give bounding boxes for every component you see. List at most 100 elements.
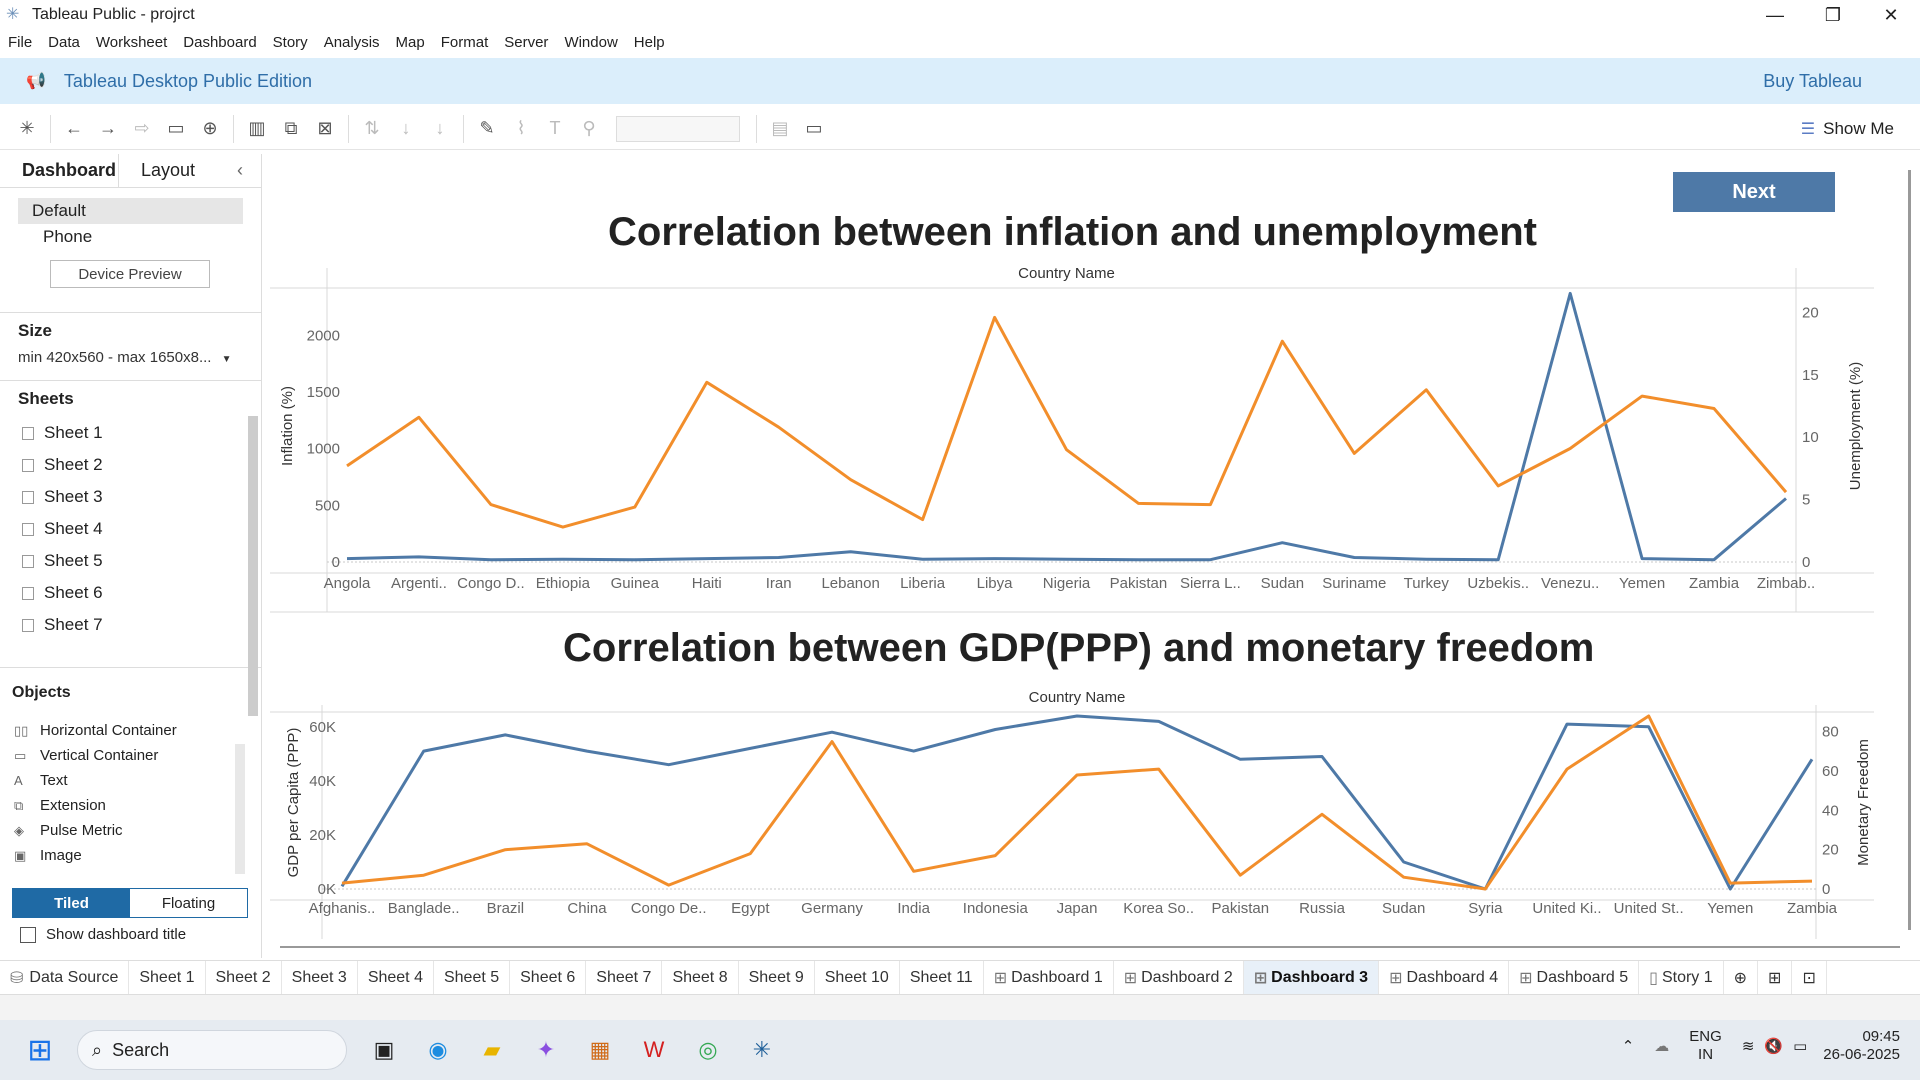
- sheet-item[interactable]: Sheet 7: [0, 609, 261, 641]
- tab-dashboard-5[interactable]: ⊞ Dashboard 5: [1509, 960, 1640, 995]
- device-phone[interactable]: Phone: [43, 227, 93, 246]
- close-button[interactable]: ✕: [1883, 4, 1899, 25]
- new-story-tab-icon[interactable]: ⊡: [1792, 960, 1827, 995]
- new-dashboard-tab-icon[interactable]: ⊞: [1758, 960, 1793, 995]
- tab-sheet-3[interactable]: Sheet 3: [282, 960, 358, 995]
- sheet-item[interactable]: Sheet 2: [0, 449, 261, 481]
- sort-descending-icon[interactable]: ↓: [435, 118, 445, 138]
- tab-sheet-4[interactable]: Sheet 4: [358, 960, 434, 995]
- object-extension[interactable]: ⧉ Extension: [0, 793, 261, 818]
- objects-scrollbar[interactable]: [235, 744, 245, 874]
- tiled-toggle[interactable]: Tiled: [13, 889, 130, 917]
- tab-dashboard[interactable]: Dashboard: [0, 154, 119, 187]
- menu-analysis[interactable]: Analysis: [323, 33, 380, 51]
- show-cards-icon[interactable]: ▤: [771, 118, 789, 138]
- tableau-taskbar-icon[interactable]: ✳: [752, 1037, 772, 1062]
- sheet-item[interactable]: Sheet 4: [0, 513, 261, 545]
- menu-format[interactable]: Format: [440, 33, 489, 51]
- show-title-checkbox[interactable]: [20, 926, 36, 943]
- object-pulse-metric[interactable]: ◈ Pulse Metric: [0, 818, 261, 843]
- swap-icon[interactable]: ⇅: [364, 118, 380, 138]
- menu-help[interactable]: Help: [633, 33, 665, 51]
- clear-sheet-icon[interactable]: ⊠: [317, 118, 333, 138]
- tab-sheet-6[interactable]: Sheet 6: [510, 960, 587, 995]
- wps-office-icon[interactable]: W: [643, 1037, 665, 1062]
- tab-sheet-9[interactable]: Sheet 9: [739, 960, 815, 995]
- chrome-icon[interactable]: ◎: [698, 1037, 718, 1062]
- object-image[interactable]: ▣ Image: [0, 843, 261, 868]
- menu-server[interactable]: Server: [504, 33, 549, 51]
- sort-ascending-icon[interactable]: ↓: [401, 118, 411, 138]
- battery-icon[interactable]: ▭: [1793, 1038, 1808, 1055]
- floating-toggle[interactable]: Floating: [161, 894, 216, 912]
- menu-data[interactable]: Data: [48, 33, 80, 51]
- tab-dashboard-4[interactable]: ⊞ Dashboard 4: [1379, 960, 1510, 995]
- collapse-pane-icon[interactable]: ‹: [237, 160, 243, 180]
- clock-date[interactable]: 26-06-2025: [1823, 1046, 1900, 1063]
- tab-sheet-5[interactable]: Sheet 5: [434, 960, 511, 995]
- clock-time[interactable]: 09:45: [1862, 1028, 1900, 1045]
- presentation-mode-icon[interactable]: ▭: [805, 118, 823, 138]
- restore-button[interactable]: ❐: [1824, 4, 1842, 25]
- file-explorer-icon[interactable]: ▰: [483, 1037, 501, 1062]
- object-vertical-container[interactable]: ▭ Vertical Container: [0, 743, 261, 768]
- taskbar-search[interactable]: ⌕ Search: [77, 1030, 347, 1070]
- sheet-item[interactable]: Sheet 6: [0, 577, 261, 609]
- pin-icon[interactable]: ⚲: [582, 118, 596, 138]
- device-default[interactable]: Default: [18, 198, 243, 224]
- store-icon[interactable]: ▦: [589, 1037, 611, 1062]
- save-icon[interactable]: ▭: [167, 118, 185, 138]
- next-button[interactable]: Next: [1673, 172, 1835, 212]
- sheet-item[interactable]: Sheet 3: [0, 481, 261, 513]
- show-me-button[interactable]: ☰ Show Me: [1801, 119, 1894, 139]
- tab-story-1[interactable]: ▯ Story 1: [1639, 960, 1724, 995]
- undo-icon[interactable]: ←: [65, 118, 83, 138]
- tab-dashboard-2[interactable]: ⊞ Dashboard 2: [1114, 960, 1244, 995]
- menu-story[interactable]: Story: [272, 33, 308, 51]
- tab-sheet-2[interactable]: Sheet 2: [206, 960, 282, 995]
- tableau-home-icon[interactable]: ✳: [19, 118, 35, 138]
- tab-data-source[interactable]: ⛁ Data Source: [0, 960, 130, 995]
- onedrive-icon[interactable]: ☁: [1654, 1038, 1670, 1055]
- menu-file[interactable]: File: [8, 33, 33, 51]
- tab-sheet-8[interactable]: Sheet 8: [662, 960, 739, 995]
- sheets-scrollbar[interactable]: [248, 416, 258, 716]
- tab-layout[interactable]: Layout: [141, 160, 196, 180]
- copilot-icon[interactable]: ✦: [536, 1037, 556, 1062]
- label-icon[interactable]: T: [549, 118, 561, 138]
- canvas-hscrollbar[interactable]: [280, 946, 1900, 948]
- task-view-icon[interactable]: ▣: [373, 1037, 395, 1062]
- edge-icon[interactable]: ◉: [428, 1037, 448, 1062]
- fit-dropdown[interactable]: [616, 115, 740, 142]
- tab-sheet-7[interactable]: Sheet 7: [586, 960, 663, 995]
- highlight-icon[interactable]: ✎: [479, 118, 495, 138]
- windows-start-icon[interactable]: ⊞: [27, 1033, 53, 1067]
- tab-sheet-11[interactable]: Sheet 11: [900, 960, 984, 995]
- menu-worksheet[interactable]: Worksheet: [95, 33, 168, 51]
- new-worksheet-icon[interactable]: ▥: [248, 118, 266, 138]
- sheet-item[interactable]: Sheet 5: [0, 545, 261, 577]
- redo-icon[interactable]: →: [99, 118, 117, 138]
- tab-sheet-1[interactable]: Sheet 1: [129, 960, 206, 995]
- tab-dashboard-3[interactable]: ⊞ Dashboard 3: [1243, 960, 1380, 995]
- new-worksheet-tab-icon[interactable]: ⊕: [1724, 960, 1759, 995]
- menu-map[interactable]: Map: [395, 33, 425, 51]
- buy-tableau-link[interactable]: Buy Tableau: [1763, 71, 1862, 91]
- show-hidden-icons-icon[interactable]: ⌃: [1621, 1038, 1635, 1055]
- sheet-item[interactable]: Sheet 1: [0, 417, 261, 449]
- minimize-button[interactable]: —: [1766, 4, 1784, 25]
- group-icon[interactable]: ⌇: [516, 118, 526, 138]
- replay-icon[interactable]: ⇨: [134, 118, 150, 138]
- tab-sheet-10[interactable]: Sheet 10: [815, 960, 900, 995]
- volume-muted-icon[interactable]: 🔇: [1764, 1038, 1784, 1055]
- menu-window[interactable]: Window: [564, 33, 618, 51]
- wifi-icon[interactable]: ≋: [1741, 1038, 1755, 1055]
- language-label[interactable]: ENG: [1689, 1028, 1722, 1045]
- object-text[interactable]: A Text: [0, 768, 261, 793]
- size-dropdown[interactable]: min 420x560 - max 1650x8... ▼: [0, 341, 261, 366]
- new-data-source-icon[interactable]: ⊕: [202, 118, 218, 138]
- menu-dashboard[interactable]: Dashboard: [183, 33, 257, 51]
- object-horizontal-container[interactable]: ▯▯ Horizontal Container: [0, 718, 261, 743]
- duplicate-sheet-icon[interactable]: ⧉: [284, 118, 298, 138]
- device-preview-button[interactable]: Device Preview: [50, 260, 210, 288]
